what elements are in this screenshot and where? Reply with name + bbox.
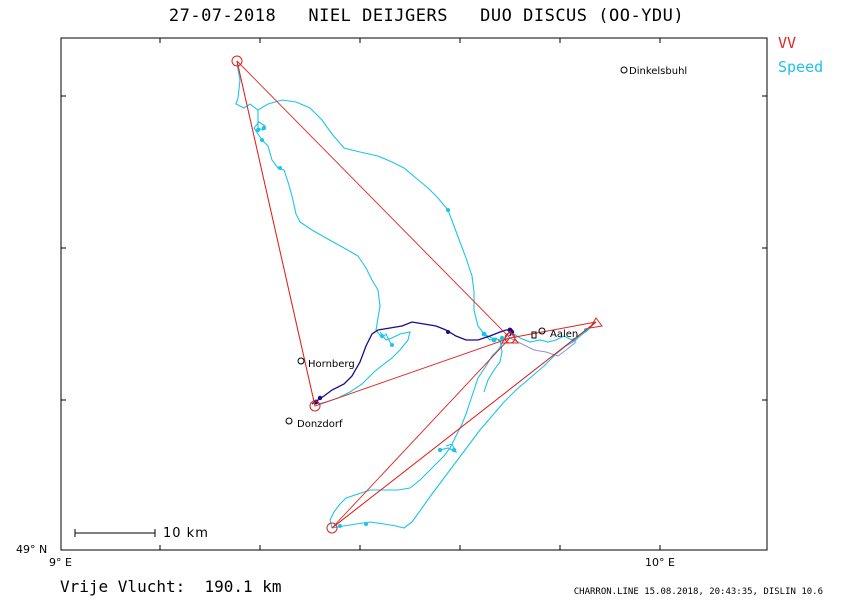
place-label-dinkelsbuhl: Dinkelsbuhl: [629, 66, 688, 77]
flight-track-dark: [311, 321, 513, 405]
turnpoints: [231, 55, 603, 534]
footer-credit: CHARRON.LINE 15.08.2018, 20:43:35, DISLI…: [573, 587, 823, 597]
legend-speed: Speed: [778, 58, 824, 76]
lon-axis-label-9: 9° E: [49, 556, 72, 569]
legend-vv: VV: [778, 34, 797, 52]
place-label-hornberg: Hornberg: [308, 359, 355, 370]
flight-track-purple: [509, 337, 577, 357]
axis-ticks: [60, 38, 767, 551]
lon-axis-label-10: 10° E: [645, 556, 675, 569]
aalen-marker-box: [531, 331, 537, 339]
map-frame: [60, 37, 768, 551]
distance-summary: Vrije Vlucht: 190.1 km: [60, 577, 282, 596]
place-label-donzdorf: Donzdorf: [297, 419, 343, 430]
place-label-aalen: Aalen: [550, 329, 579, 340]
task-lines: [236, 60, 597, 529]
scale-bar: [74, 529, 156, 537]
chart-title: 27-07-2018 NIEL DEIJGERS DUO DISCUS (OO-…: [168, 6, 685, 26]
lat-axis-label: 49° N: [16, 543, 48, 556]
scale-bar-label: 10 km: [163, 526, 209, 541]
city-markers: [285, 66, 628, 425]
track-markers: [255, 125, 588, 528]
flight-track-speed: [235, 63, 597, 529]
